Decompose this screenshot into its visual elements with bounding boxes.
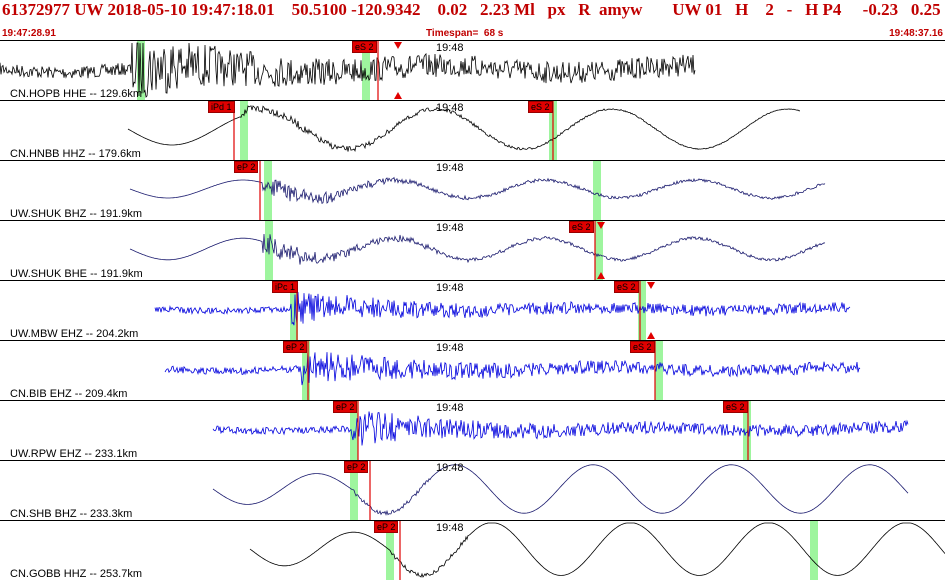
station-label: CN.HOPB HHE -- 129.6km [10,88,143,100]
trace-svg [212,461,909,520]
pick-label[interactable]: eS 2 [569,221,594,233]
phase-window [264,161,272,220]
seismogram-panels: 19:48 eS 2 CN.HOPB HHE -- 129.6km 19:48 iPd … [0,40,945,580]
trace-svg [129,221,826,280]
pick-label[interactable]: iPd 1 [208,101,235,113]
triangle-up-icon [394,92,402,99]
triangle-down-icon [647,282,655,289]
trace-svg [0,41,696,100]
trace-panel[interactable]: 19:48 iPd 1 eS 2 CN.HNBB HHZ -- 179.6km [0,100,945,160]
phase-window [595,221,603,280]
pick-label[interactable]: eS 2 [723,401,748,413]
station-label: UW.SHUK BHZ -- 191.9km [10,208,143,220]
minute-label: 19:48 [436,42,464,54]
pick-label[interactable]: eP 2 [374,521,399,533]
trace-svg [212,401,909,460]
station-label: CN.BIB EHZ -- 209.4km [10,388,128,400]
minute-label: 19:48 [436,462,464,474]
station-label: UW.MBW EHZ -- 204.2km [10,328,139,340]
phase-window [290,281,298,340]
triangle-up-icon [647,332,655,339]
minute-label: 19:48 [436,522,464,534]
trace-panel[interactable]: 19:48 eP 2 CN.GOBB HHZ -- 253.7km [0,520,945,580]
pick-label[interactable]: iPc 1 [272,281,299,293]
waveform-trace [129,176,826,205]
phase-window [743,401,751,460]
waveform-trace [249,522,945,578]
waveform-trace [127,105,800,152]
trace-panel[interactable]: 19:48 iPc 1 eS 2 UW.MBW EHZ -- 204.2km [0,280,945,340]
triangle-down-icon [394,42,402,49]
trace-panel[interactable]: 19:48 eS 2 UW.SHUK BHE -- 191.9km [0,220,945,280]
trace-svg [154,281,851,340]
pick-label[interactable]: eP 2 [234,161,259,173]
timespan-label: Timespan= 68 s [426,28,504,39]
phase-window [810,521,818,580]
phase-window [655,341,663,400]
event-title: 61372977 UW 2018-05-10 19:47:18.01 50.51… [2,0,941,19]
trace-panel[interactable]: 19:48 eP 2 UW.SHUK BHZ -- 191.9km [0,160,945,220]
end-time: 19:48:37.16 [889,28,943,39]
triangle-down-icon [597,222,605,229]
waveform-trace [212,464,909,516]
trace-svg [249,521,945,580]
phase-window [593,161,601,220]
phase-window [240,101,248,160]
waveform-trace [0,42,696,98]
trace-panel[interactable]: 19:48 eP 2 eS 2 CN.BIB EHZ -- 209.4km [0,340,945,400]
pick-label[interactable]: eS 2 [528,101,553,113]
waveform-trace [164,351,861,386]
station-label: UW.RPW EHZ -- 233.1km [10,448,138,460]
pick-label[interactable]: eS 2 [614,281,639,293]
start-time: 19:47:28.91 [2,28,56,39]
event-header: 61372977 UW 2018-05-10 19:47:18.01 50.51… [0,0,945,28]
trace-svg [127,101,800,160]
pick-label[interactable]: eP 2 [333,401,358,413]
minute-label: 19:48 [436,222,464,234]
phase-window [350,401,358,460]
pick-label[interactable]: eP 2 [344,461,369,473]
trace-svg [129,161,826,220]
minute-label: 19:48 [436,342,464,354]
trace-panel[interactable]: 19:48 eP 2 CN.SHB BHZ -- 233.3km [0,460,945,520]
minute-label: 19:48 [436,162,464,174]
station-label: CN.HNBB HHZ -- 179.6km [10,148,141,160]
waveform-trace [154,292,851,326]
pick-label[interactable]: eP 2 [283,341,308,353]
trace-panel[interactable]: 19:48 eP 2 eS 2 UW.RPW EHZ -- 233.1km [0,400,945,460]
trace-svg [164,341,861,400]
station-label: CN.GOBB HHZ -- 253.7km [10,568,143,580]
triangle-up-icon [597,272,605,279]
station-label: UW.SHUK BHE -- 191.9km [10,268,143,280]
waveform-trace [129,233,826,265]
waveform-trace [212,411,909,446]
station-label: CN.SHB BHZ -- 233.3km [10,508,133,520]
phase-window [638,281,646,340]
trace-panel[interactable]: 19:48 eS 2 CN.HOPB HHE -- 129.6km [0,40,945,100]
phase-window [362,41,370,100]
minute-label: 19:48 [436,282,464,294]
minute-label: 19:48 [436,402,464,414]
pick-label[interactable]: eS 2 [352,41,377,53]
pick-label[interactable]: eS 2 [630,341,655,353]
minute-label: 19:48 [436,102,464,114]
